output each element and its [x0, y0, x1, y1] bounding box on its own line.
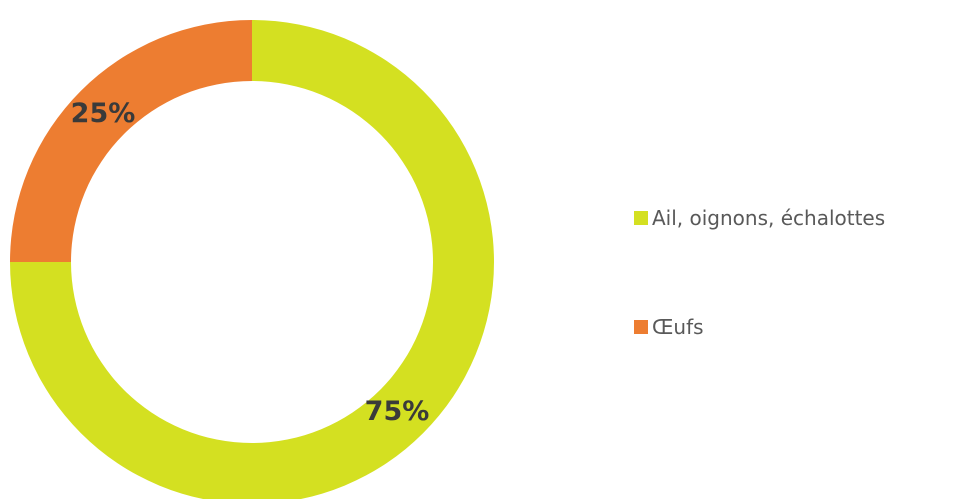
slice-oeufs	[10, 20, 252, 262]
data-label-ail: 75%	[365, 396, 430, 427]
legend-swatch-oeufs	[634, 320, 648, 334]
legend: Ail, oignons, échalottes Œufs	[634, 203, 885, 421]
data-label-oeufs: 25%	[71, 98, 136, 129]
legend-swatch-ail	[634, 211, 648, 225]
legend-item-ail: Ail, oignons, échalottes	[634, 203, 885, 233]
legend-label-oeufs: Œufs	[652, 315, 704, 339]
legend-label-ail: Ail, oignons, échalottes	[652, 206, 886, 230]
legend-item-oeufs: Œufs	[634, 312, 885, 342]
